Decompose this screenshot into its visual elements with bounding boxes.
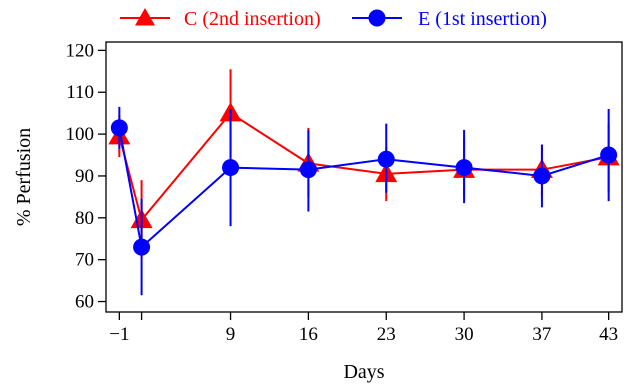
y-tick-label: 90	[75, 166, 94, 187]
x-tick-label: 16	[299, 324, 318, 345]
data-point	[533, 167, 551, 185]
legend-item: E (1st insertion)	[352, 8, 547, 30]
legend-label: C (2nd insertion)	[184, 8, 321, 30]
plot-frame	[105, 41, 623, 313]
x-tick-label: 23	[377, 324, 396, 345]
series-circle	[110, 106, 618, 296]
data-point	[600, 146, 618, 164]
data-point	[455, 159, 473, 177]
y-tick-label: 120	[66, 40, 95, 61]
x-axis-label: Days	[343, 361, 384, 383]
x-tick-label: 30	[455, 324, 474, 345]
data-point	[110, 119, 128, 137]
y-tick-label: 100	[66, 124, 95, 145]
legend: C (2nd insertion) E (1st insertion)	[120, 8, 547, 30]
data-point	[299, 161, 317, 179]
legend-marker	[135, 8, 155, 26]
y-tick-label: 70	[75, 250, 94, 271]
y-tick-label: 60	[75, 292, 94, 313]
data-point	[133, 238, 151, 256]
series-triangle	[108, 69, 620, 258]
data-point	[222, 159, 240, 177]
data-point	[377, 150, 395, 168]
x-tick-label: 9	[226, 324, 236, 345]
y-tick-label: 80	[75, 208, 94, 229]
x-tick-label: 43	[599, 324, 618, 345]
x-tick-label: −1	[109, 324, 129, 345]
plot-area	[108, 69, 620, 296]
legend-label: E (1st insertion)	[418, 8, 547, 30]
y-tick-label: 110	[66, 82, 94, 103]
axes: 60 70 80 90 100 110 120 −1 9 16 23 30 37 43	[66, 40, 623, 345]
legend-marker	[368, 9, 386, 27]
series-line	[118, 127, 609, 250]
x-tick-label: 37	[532, 324, 551, 345]
y-axis-label: % Perfusion	[13, 128, 35, 226]
legend-item: C (2nd insertion)	[120, 8, 321, 30]
series-line	[118, 111, 609, 223]
